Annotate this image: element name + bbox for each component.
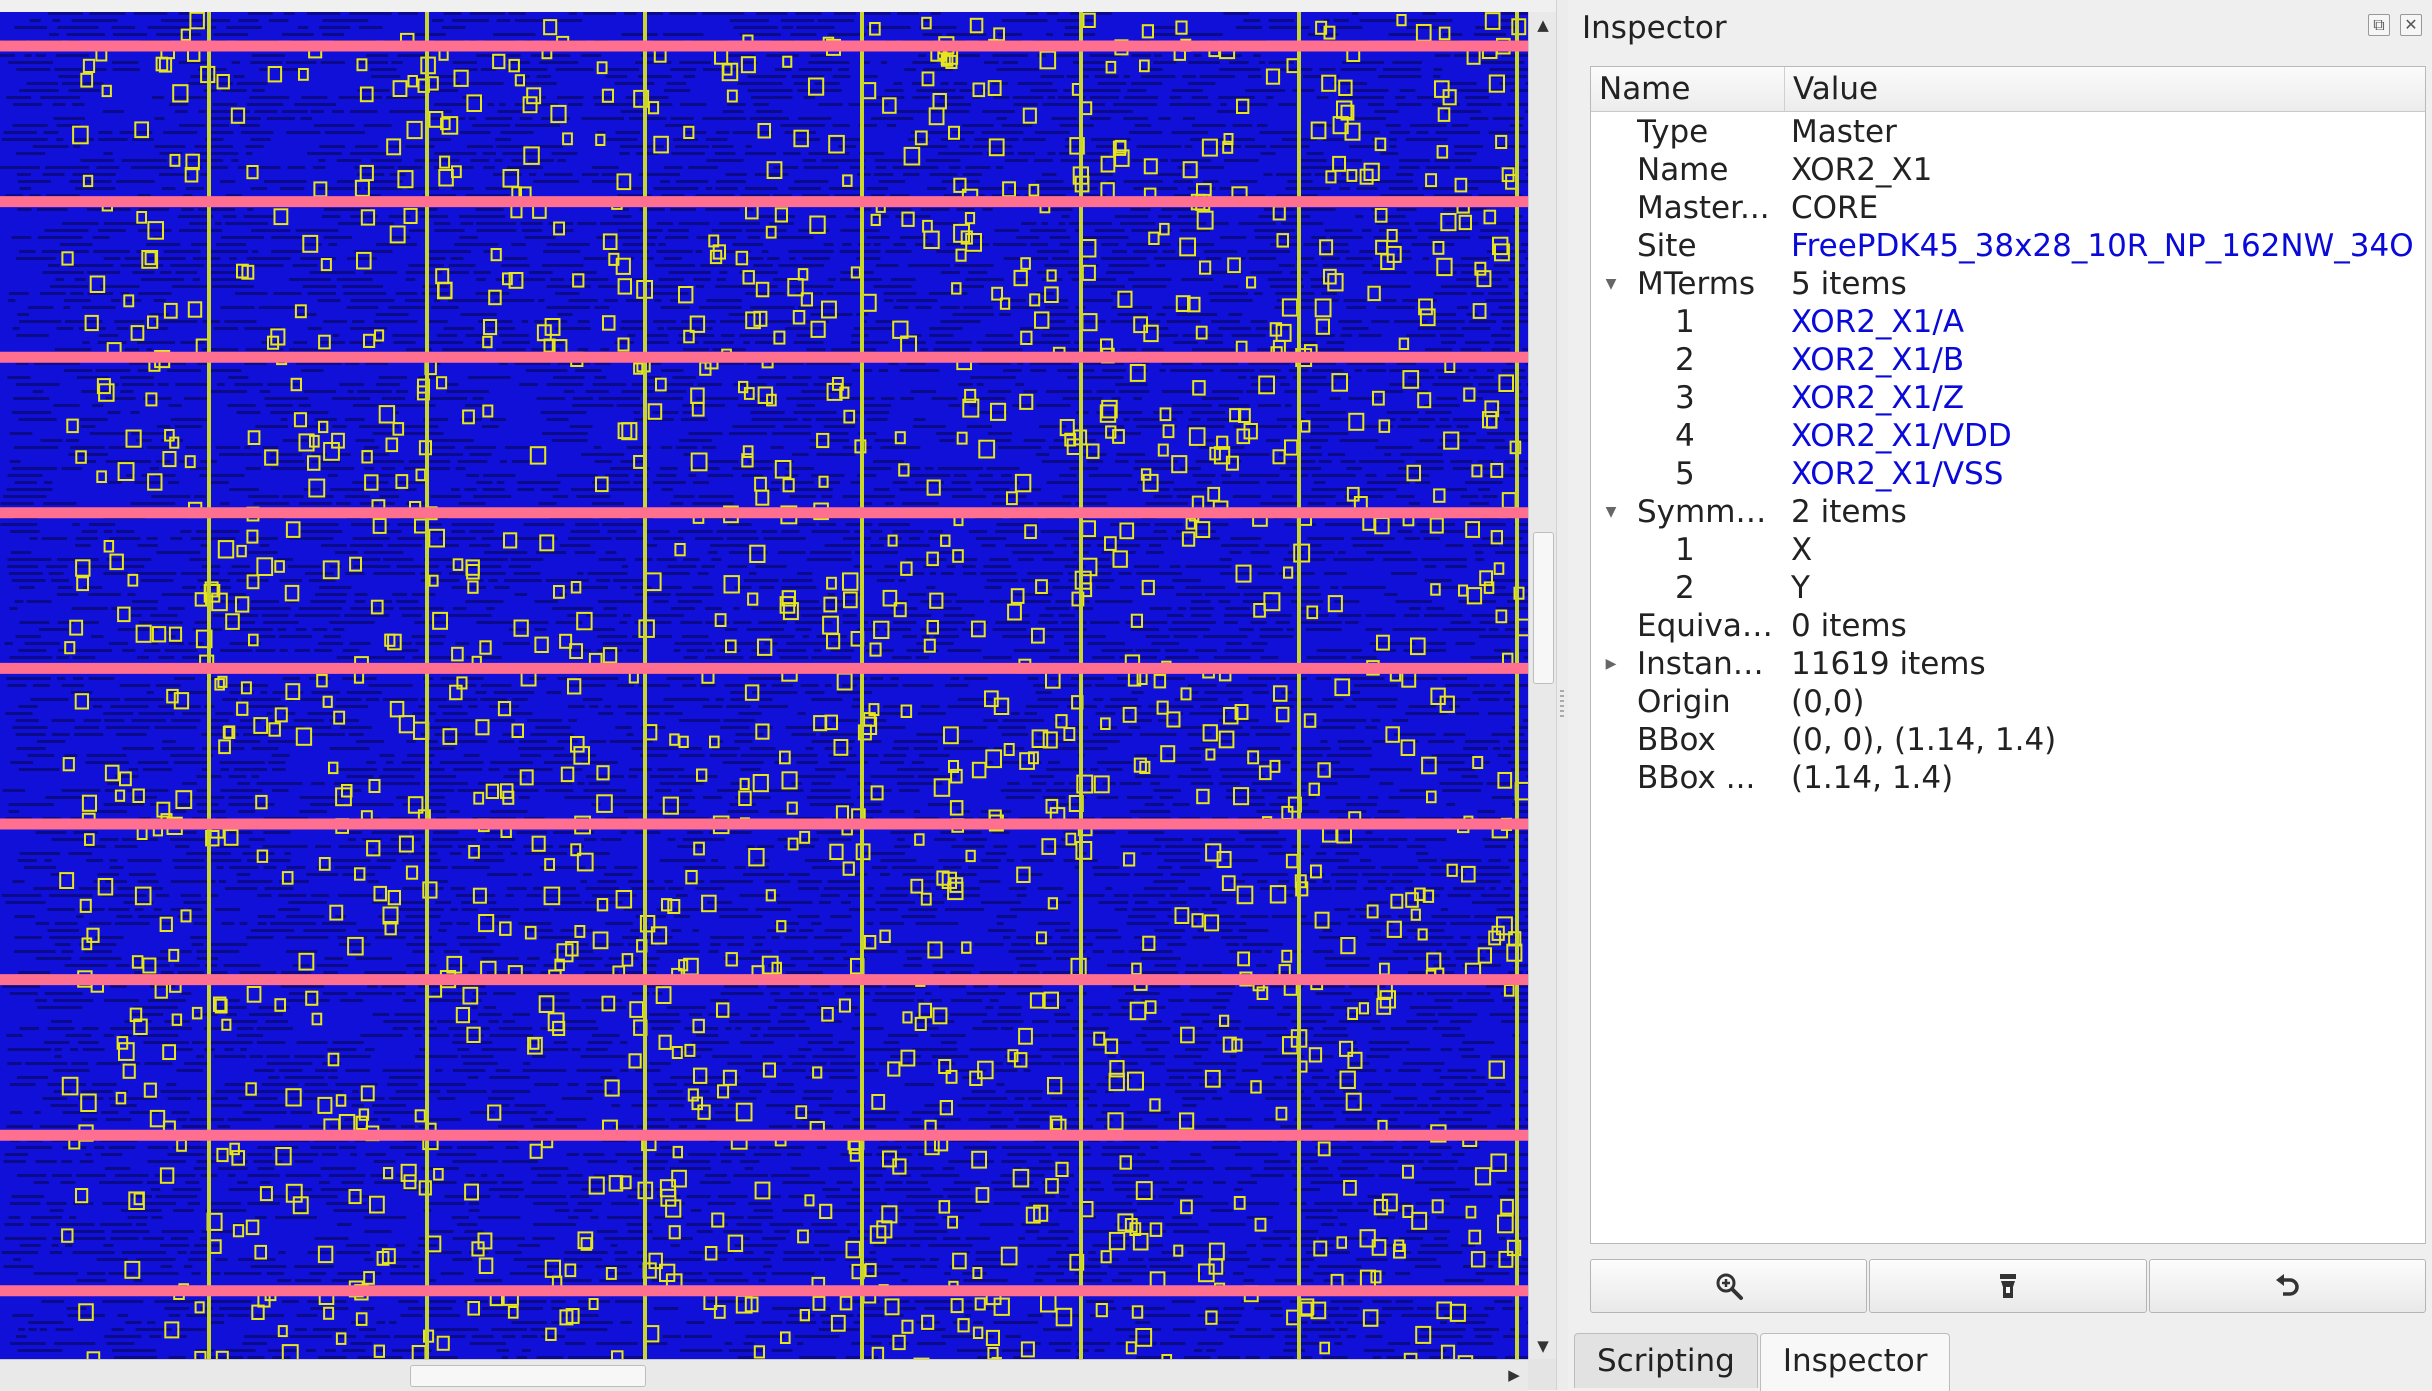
- row-label: BBox ...: [1637, 759, 1777, 797]
- horizontal-scroll-thumb[interactable]: [410, 1365, 646, 1387]
- zoom-to-button[interactable]: [1590, 1259, 1867, 1313]
- mterm-link[interactable]: XOR2_X1/Z: [1791, 379, 1964, 417]
- tree-row-site[interactable]: Site FreePDK45_38x28_10R_NP_162NW_34O: [1591, 227, 2425, 265]
- row-index: 5: [1675, 455, 1695, 493]
- inspector-dock: Inspector ⧉ ✕ Name Value Type Master Nam…: [1568, 0, 2432, 1390]
- row-index: 1: [1675, 531, 1695, 569]
- layout-canvas[interactable]: [0, 12, 1528, 1359]
- collapse-arrow-icon[interactable]: ▼: [1599, 493, 1623, 531]
- tree-row-mterm[interactable]: 1 XOR2_X1/A: [1591, 303, 2425, 341]
- tree-row-origin[interactable]: Origin (0,0): [1591, 683, 2425, 721]
- tab-inspector[interactable]: Inspector: [1760, 1333, 1951, 1391]
- row-value: 2 items: [1791, 493, 1907, 531]
- row-label: Instances: [1637, 645, 1777, 683]
- tree-row-symmetry-item[interactable]: 2 Y: [1591, 569, 2425, 607]
- tree-row-mterm[interactable]: 2 XOR2_X1/B: [1591, 341, 2425, 379]
- dock-title: Inspector: [1582, 10, 1727, 46]
- layout-viewer[interactable]: [0, 12, 1528, 1359]
- row-label: Origin: [1637, 683, 1777, 721]
- horizontal-scrollbar[interactable]: ▶: [0, 1359, 1528, 1391]
- collapse-arrow-icon[interactable]: ▼: [1599, 265, 1623, 303]
- row-label: Site: [1637, 227, 1777, 265]
- inspector-toolbar: [1590, 1259, 2428, 1313]
- row-index: 1: [1675, 303, 1695, 341]
- undo-icon: [2272, 1271, 2302, 1301]
- row-value: (0,0): [1791, 683, 1865, 721]
- row-label: Name: [1637, 151, 1777, 189]
- zoom-in-icon: [1714, 1271, 1744, 1301]
- tree-row-bbox[interactable]: BBox (0, 0), (1.14, 1.4): [1591, 721, 2425, 759]
- row-value: Y: [1791, 569, 1810, 607]
- row-label: BBox: [1637, 721, 1777, 759]
- row-label: MTerms: [1637, 265, 1777, 303]
- expand-arrow-icon[interactable]: ▶: [1599, 645, 1623, 683]
- row-value: X: [1791, 531, 1812, 569]
- row-value: 0 items: [1791, 607, 1907, 645]
- tree-row-type[interactable]: Type Master: [1591, 113, 2425, 151]
- undo-button[interactable]: [2149, 1259, 2426, 1313]
- tree-row-symmetry[interactable]: ▼ Symme... 2 items: [1591, 493, 2425, 531]
- site-link[interactable]: FreePDK45_38x28_10R_NP_162NW_34O: [1791, 227, 2414, 265]
- column-header-value[interactable]: Value: [1785, 67, 1878, 111]
- row-label: Master...: [1637, 189, 1777, 227]
- row-label: Equival...: [1637, 607, 1777, 645]
- tree-row-symmetry-item[interactable]: 1 X: [1591, 531, 2425, 569]
- splitter-grip-icon: [1560, 690, 1564, 720]
- highlight-button[interactable]: [1869, 1259, 2146, 1313]
- highlight-icon: [1993, 1271, 2023, 1301]
- tree-row-mterm[interactable]: 4 XOR2_X1/VDD: [1591, 417, 2425, 455]
- mterm-link[interactable]: XOR2_X1/A: [1791, 303, 1964, 341]
- tree-row-mterm[interactable]: 3 XOR2_X1/Z: [1591, 379, 2425, 417]
- float-dock-icon[interactable]: ⧉: [2368, 14, 2390, 36]
- dock-tab-bar: Scripting Inspector: [1574, 1333, 1952, 1390]
- tree-row-name[interactable]: Name XOR2_X1: [1591, 151, 2425, 189]
- scrollbar-corner: [1528, 1359, 1556, 1390]
- vertical-scrollbar[interactable]: ▲ ▼: [1528, 12, 1557, 1359]
- tree-row-instances[interactable]: ▶ Instances 11619 items: [1591, 645, 2425, 683]
- tree-row-equivalent[interactable]: Equival... 0 items: [1591, 607, 2425, 645]
- row-value: (0, 0), (1.14, 1.4): [1791, 721, 2056, 759]
- row-label: Type: [1637, 113, 1777, 151]
- row-value: CORE: [1791, 189, 1878, 227]
- tab-scripting[interactable]: Scripting: [1574, 1333, 1758, 1388]
- mterm-link[interactable]: XOR2_X1/VSS: [1791, 455, 2003, 493]
- row-value: (1.14, 1.4): [1791, 759, 1953, 797]
- tree-row-bbox-size[interactable]: BBox ... (1.14, 1.4): [1591, 759, 2425, 797]
- close-dock-icon[interactable]: ✕: [2400, 14, 2422, 36]
- mterm-link[interactable]: XOR2_X1/B: [1791, 341, 1964, 379]
- scroll-up-arrow-icon[interactable]: ▲: [1529, 12, 1557, 38]
- tree-row-master-type[interactable]: Master... CORE: [1591, 189, 2425, 227]
- row-index: 2: [1675, 341, 1695, 379]
- scroll-down-arrow-icon[interactable]: ▼: [1529, 1333, 1557, 1359]
- row-label: Symme...: [1637, 493, 1777, 531]
- tree-row-mterms[interactable]: ▼ MTerms 5 items: [1591, 265, 2425, 303]
- tree-header: Name Value: [1591, 67, 2425, 112]
- row-value: XOR2_X1: [1791, 151, 1932, 189]
- row-index: 4: [1675, 417, 1695, 455]
- tree-row-mterm[interactable]: 5 XOR2_X1/VSS: [1591, 455, 2425, 493]
- row-value: Master: [1791, 113, 1897, 151]
- vertical-scroll-thumb[interactable]: [1533, 532, 1554, 684]
- row-index: 3: [1675, 379, 1695, 417]
- row-value: 11619 items: [1791, 645, 1986, 683]
- property-tree[interactable]: Name Value Type Master Name XOR2_X1 Mast…: [1590, 66, 2426, 1244]
- mterm-link[interactable]: XOR2_X1/VDD: [1791, 417, 2012, 455]
- scroll-right-arrow-icon[interactable]: ▶: [1500, 1360, 1528, 1391]
- row-index: 2: [1675, 569, 1695, 607]
- row-value: 5 items: [1791, 265, 1907, 303]
- column-header-name[interactable]: Name: [1591, 67, 1785, 111]
